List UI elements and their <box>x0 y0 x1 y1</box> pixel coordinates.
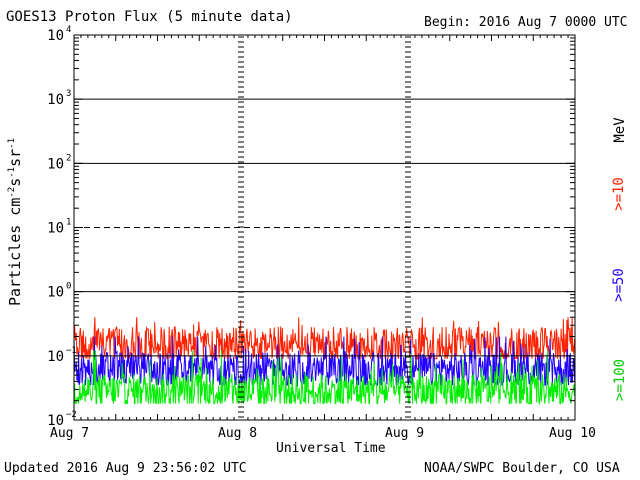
y-tick-label: 10 <box>47 221 64 237</box>
data-source: NOAA/SWPC Boulder, CO USA <box>424 461 620 476</box>
y-tick-label: 10 <box>47 156 64 172</box>
y-tick-exponent: 4 <box>66 25 71 35</box>
x-tick-label-aug10: Aug 10 <box>549 426 596 441</box>
series-line-2 <box>73 350 576 406</box>
x-axis-label: Universal Time <box>276 441 386 456</box>
legend-10mev: >=10 <box>611 177 627 211</box>
y-tick-exponent: 3 <box>66 89 71 99</box>
plot-frame <box>73 34 576 421</box>
y-tick-label: 10 <box>47 28 64 44</box>
y-tick-exponent: −2 <box>66 410 77 420</box>
series-line-0 <box>73 317 576 361</box>
series-layer <box>73 317 576 406</box>
y-tick-exponent: 2 <box>66 153 71 163</box>
legend-100mev: >=100 <box>612 358 628 402</box>
x-tick-label-aug9: Aug 9 <box>385 426 425 441</box>
y-axis-label: Particles cm-2s-1sr-1 <box>6 138 24 306</box>
x-tick-label-aug8: Aug 8 <box>218 426 258 441</box>
y-tick-exponent: 1 <box>66 218 71 228</box>
y-tick-label: 10 <box>47 349 64 365</box>
y-tick-label: 10 <box>47 92 64 108</box>
x-tick-label-aug7: Aug 7 <box>50 426 90 441</box>
y-tick-exponent: 0 <box>66 282 71 292</box>
begin-time: Begin: 2016 Aug 7 0000 UTC <box>424 15 628 30</box>
y-tick-exponent: −1 <box>66 346 77 356</box>
unit-label: MeV <box>612 117 628 143</box>
legend-50mev: >=50 <box>611 268 627 302</box>
y-tick-label: 10 <box>47 413 64 429</box>
chart-title: GOES13 Proton Flux (5 minute data) <box>6 9 293 25</box>
y-tick-label: 10 <box>47 285 64 301</box>
updated-timestamp: Updated 2016 Aug 9 23:56:02 UTC <box>4 461 247 476</box>
